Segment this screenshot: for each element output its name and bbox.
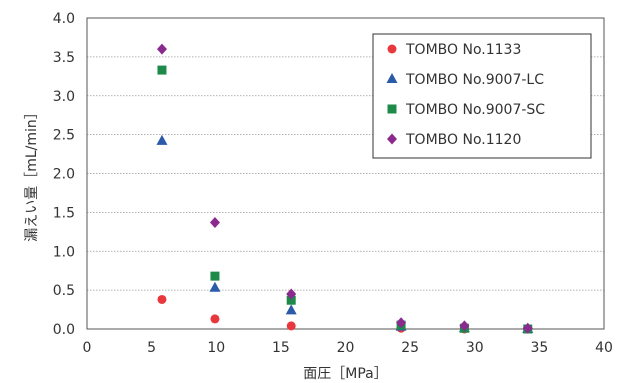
series-diamond xyxy=(156,43,533,334)
legend-item: TOMBO No.9007-SC xyxy=(387,102,545,118)
gridlines xyxy=(87,56,604,291)
data-point-circle xyxy=(286,321,296,331)
y-tick-label: 3.0 xyxy=(53,89,75,105)
y-tick-label: 1.0 xyxy=(53,244,75,260)
series-circle xyxy=(157,294,533,334)
y-tick-label: 1.5 xyxy=(53,205,75,221)
data-point-square xyxy=(210,271,220,281)
data-point-triangle xyxy=(209,281,221,292)
x-tick-label: 35 xyxy=(530,340,548,356)
legend-marker-square xyxy=(387,104,397,114)
y-axis: 0.0 0.5 1.0 1.5 2.0 2.5 3.0 3.5 4.0 xyxy=(53,11,75,338)
y-tick-label: 2.0 xyxy=(53,167,75,183)
x-axis-title: 面圧［MPa］ xyxy=(303,366,387,382)
y-tick-label: 3.5 xyxy=(53,50,75,66)
legend-label: TOMBO No.1120 xyxy=(405,132,521,148)
x-axis: 0 5 10 15 20 25 30 35 40 xyxy=(83,340,613,356)
y-tick-label: 2.5 xyxy=(53,128,75,144)
data-point-diamond xyxy=(156,43,167,55)
x-tick-label: 10 xyxy=(207,340,225,356)
data-point-diamond xyxy=(396,317,407,329)
data-point-diamond xyxy=(522,322,533,334)
y-axis-title: 漏えい量［mL/min］ xyxy=(24,105,40,242)
data-point-square xyxy=(286,295,296,305)
data-point-triangle xyxy=(156,134,168,145)
x-tick-label: 20 xyxy=(337,340,355,356)
data-point-diamond xyxy=(209,216,220,228)
x-tick-label: 25 xyxy=(401,340,419,356)
data-point-diamond xyxy=(459,320,470,332)
data-points xyxy=(156,43,534,334)
y-tick-label: 0.5 xyxy=(53,283,75,299)
series-triangle xyxy=(156,134,534,333)
data-point-circle xyxy=(210,314,220,324)
legend: TOMBO No.1133 TOMBO No.9007-LC TOMBO No.90… xyxy=(372,33,592,159)
legend-marker-triangle xyxy=(386,73,398,83)
legend-label: TOMBO No.9007-LC xyxy=(405,72,544,88)
legend-label: TOMBO No.1133 xyxy=(405,42,521,58)
x-tick-label: 30 xyxy=(466,340,484,356)
x-tick-label: 40 xyxy=(595,340,613,356)
data-point-triangle xyxy=(285,304,297,315)
legend-marker-diamond xyxy=(387,133,397,145)
x-tick-label: 0 xyxy=(83,340,92,356)
y-tick-label: 4.0 xyxy=(53,11,75,27)
legend-box xyxy=(372,33,592,159)
data-point-square xyxy=(157,65,167,75)
x-tick-label: 5 xyxy=(147,340,156,356)
legend-marker-circle xyxy=(387,44,397,54)
x-tick-label: 15 xyxy=(272,340,290,356)
legend-item: TOMBO No.1133 xyxy=(387,42,521,58)
plot-area xyxy=(86,17,605,330)
y-tick-label: 0.0 xyxy=(53,322,75,338)
legend-label: TOMBO No.9007-SC xyxy=(405,102,545,118)
legend-item: TOMBO No.1120 xyxy=(387,132,521,148)
data-point-circle xyxy=(157,294,167,304)
data-point-diamond xyxy=(286,288,297,300)
legend-item: TOMBO No.9007-LC xyxy=(386,72,544,88)
